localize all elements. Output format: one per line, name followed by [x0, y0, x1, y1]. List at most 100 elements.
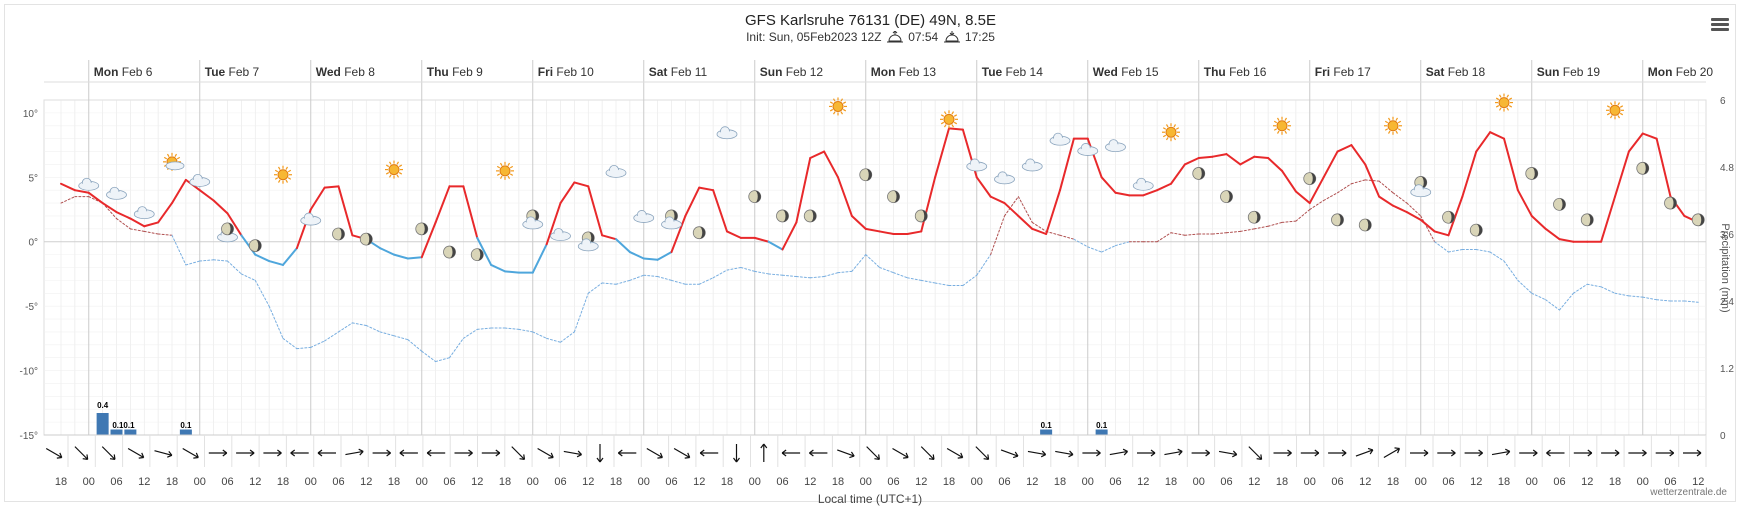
dewpoint-segment [1267, 221, 1283, 227]
precip-bar [110, 429, 123, 435]
dewpoint-segment [365, 324, 381, 333]
wind-shaft [1491, 450, 1510, 456]
temperature-segment [1211, 153, 1228, 158]
moon-shadow [810, 209, 817, 222]
sun-ray [951, 111, 955, 115]
temperature-segment [1530, 214, 1547, 230]
temperature-segment [1156, 182, 1172, 192]
sun-ray [951, 124, 955, 128]
wind-head [760, 443, 768, 449]
sun-ray [1498, 94, 1502, 98]
wind-arrow-icon [866, 446, 880, 460]
sun-disc [277, 169, 289, 181]
temperature-segment [1322, 150, 1339, 179]
wind-shaft [154, 450, 173, 456]
day-label: Mon Feb 20 [1648, 65, 1714, 79]
day-label: Sat Feb 18 [1426, 65, 1486, 79]
moon-icon [1192, 167, 1206, 180]
x-tick-label: 00 [1415, 476, 1427, 488]
temperature-segment [670, 214, 687, 254]
dewpoint-segment [157, 233, 173, 236]
dewpoint-segment [1475, 248, 1491, 253]
dewpoint-segment [240, 273, 256, 281]
moon-shadow [1254, 211, 1261, 224]
wind-arrow-icon [892, 447, 909, 459]
y-tick-label: 10° [23, 109, 38, 120]
wind-arrow-icon [1082, 449, 1101, 457]
dewpoint-segment [726, 267, 742, 271]
temperature-segment [490, 263, 506, 273]
temperature-segment [920, 176, 937, 233]
wind-arrow-icon [263, 449, 282, 457]
cloud-fill [579, 243, 598, 251]
dewpoint-segment [1239, 228, 1255, 232]
dewpoint-segment [740, 267, 756, 272]
dewpoint-segment [338, 322, 353, 333]
dewpoint-segment [1323, 192, 1338, 201]
wind-shaft [74, 446, 89, 460]
wind-arrow-icon [1628, 449, 1647, 457]
dewpoint-segment [1489, 251, 1505, 262]
sun-ray [1498, 107, 1502, 111]
day-label: Tue Feb 7 [205, 65, 260, 79]
x-tick-label: 00 [305, 476, 317, 488]
sun-ray [1609, 102, 1613, 106]
sun-ray [840, 111, 844, 115]
wind-head [1314, 449, 1320, 457]
hamburger-menu-icon[interactable] [1711, 18, 1729, 32]
x-tick-label: 12 [1692, 476, 1704, 488]
sun-ray [943, 124, 947, 128]
dewpoint-segment [1017, 196, 1033, 223]
wind-arrow-icon [426, 449, 446, 457]
sun-ray [1617, 115, 1621, 119]
x-tick-label: 00 [638, 476, 650, 488]
dewpoint-segment [809, 276, 825, 279]
temperature-segment [628, 251, 645, 260]
wind-arrow-icon [1055, 450, 1074, 458]
moon-shadow [1226, 190, 1233, 203]
wind-arrow-icon [781, 449, 801, 457]
x-tick-label: 06 [443, 476, 455, 488]
dewpoint-segment [1170, 232, 1186, 236]
dewpoint-segment [643, 274, 659, 278]
dewpoint-segment [1683, 300, 1699, 303]
y2-tick-label: 4.8 [1720, 163, 1734, 174]
cloud-fill [662, 221, 681, 229]
wind-arrow-icon [1464, 449, 1483, 457]
dewpoint-segment [1642, 296, 1658, 301]
sun-ray [1173, 124, 1177, 128]
cloud-fill [218, 234, 237, 242]
x-tick-label: 00 [1304, 476, 1316, 488]
x-tick-label: 00 [971, 476, 983, 488]
sun-disc [943, 113, 955, 125]
cloud-icon [106, 186, 127, 200]
dewpoint-segment [851, 254, 867, 272]
day-label: Mon Feb 13 [871, 65, 937, 79]
x-tick-label: 18 [1054, 476, 1066, 488]
cloud-icon [633, 210, 655, 223]
moon-shadow [1309, 172, 1316, 185]
temperature-segment [87, 191, 104, 205]
sun-ray [953, 114, 958, 117]
sun-ray [496, 165, 501, 169]
temperature-segment [101, 202, 118, 214]
dewpoint-segment [1517, 279, 1533, 294]
temperature-segment [1641, 132, 1658, 140]
moon-shadow [1531, 167, 1538, 180]
moon-icon [470, 248, 484, 262]
wind-head [399, 449, 405, 457]
temperature-segment [1086, 137, 1103, 179]
wind-shaft [1109, 450, 1128, 456]
sun-ray [388, 174, 392, 178]
wind-head [809, 449, 814, 457]
sun-icon [829, 97, 847, 116]
sun-disc [1165, 126, 1177, 138]
moon-shadow [1420, 176, 1427, 189]
moon-icon [332, 227, 345, 241]
x-tick-label: 06 [554, 476, 566, 488]
wind-arrow-icon [345, 448, 364, 456]
wind-head [1040, 450, 1047, 458]
x-tick-label: 12 [249, 476, 261, 488]
x-tick-label: 06 [110, 476, 122, 488]
dewpoint-segment [990, 215, 1005, 256]
